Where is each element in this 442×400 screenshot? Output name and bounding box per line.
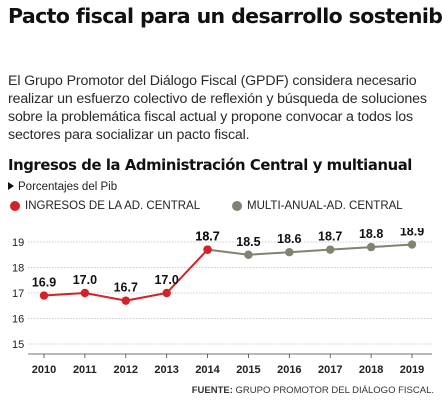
legend-swatch-central <box>10 201 20 211</box>
data-label: 17.0 <box>154 273 178 287</box>
intro-paragraph: El Grupo Promotor del Diálogo Fiscal (GP… <box>8 73 427 143</box>
triangle-icon <box>8 182 14 190</box>
headline: Pacto fiscal para un desarrollo sostenib… <box>8 4 442 28</box>
source-label: FUENTE: <box>191 385 233 396</box>
data-label: 18.7 <box>195 230 219 244</box>
data-point <box>407 240 417 249</box>
data-label: 18.8 <box>359 228 383 241</box>
legend-item-multianual: MULTI-ANUAL-AD. CENTRAL <box>232 200 403 212</box>
data-point <box>80 288 90 298</box>
x-tick-label: 2018 <box>359 364 383 376</box>
legend-label-multianual: MULTI-ANUAL-AD. CENTRAL <box>247 200 403 212</box>
data-label: 17.0 <box>73 273 97 287</box>
x-tick-label: 2013 <box>154 364 178 376</box>
data-label: 18.7 <box>318 230 342 244</box>
x-tick-label: 2011 <box>73 364 97 376</box>
x-tick-label: 2015 <box>236 364 260 376</box>
unit-label-text: Porcentajes del Pib <box>18 181 118 193</box>
line-chart: 15 16 17 18 19 2010 2011 2012 2013 2014 2015 2016 20… <box>12 228 432 376</box>
data-label: 18.5 <box>236 235 260 249</box>
data-label: 18.7 <box>195 230 219 244</box>
x-tick-label: 2019 <box>400 364 424 376</box>
data-label: 16.9 <box>32 276 56 290</box>
data-point <box>285 248 294 257</box>
data-label: 18.6 <box>277 232 301 246</box>
data-point <box>203 245 212 254</box>
x-tick-label: 2016 <box>277 364 301 376</box>
data-point <box>162 288 171 298</box>
data-point <box>366 242 376 252</box>
x-tick-label: 2010 <box>32 364 56 376</box>
data-label: 16.7 <box>114 281 138 295</box>
legend-swatch-multianual <box>232 201 242 211</box>
source-text: GRUPO PROMOTOR DEL DIÁLOGO FISCAL. <box>232 385 435 396</box>
y-tick-label: 17 <box>12 288 24 300</box>
data-point <box>326 245 335 254</box>
legend-label-central: INGRESOS DE LA AD. CENTRAL <box>25 200 201 212</box>
data-point <box>244 250 253 259</box>
y-tick-label: 16 <box>12 314 24 326</box>
legend-item-central: INGRESOS DE LA AD. CENTRAL <box>10 200 200 212</box>
x-tick-label: 2017 <box>318 364 342 376</box>
chart-title: Ingresos de la Administración Central y … <box>8 157 412 174</box>
unit-label: Porcentajes del Pib <box>8 181 117 193</box>
x-tick-label: 2014 <box>195 364 220 376</box>
y-tick-label: 18 <box>12 263 24 275</box>
data-label: 18.9 <box>400 228 424 239</box>
x-tick-label: 2012 <box>114 364 138 376</box>
source-note: FUENTE: GRUPO PROMOTOR DEL DIÁLOGO FISCA… <box>192 385 434 396</box>
data-point <box>39 291 49 300</box>
y-tick-label: 19 <box>12 237 24 249</box>
data-point <box>121 296 130 305</box>
y-tick-label: 15 <box>12 339 24 351</box>
series-line <box>207 243 413 256</box>
